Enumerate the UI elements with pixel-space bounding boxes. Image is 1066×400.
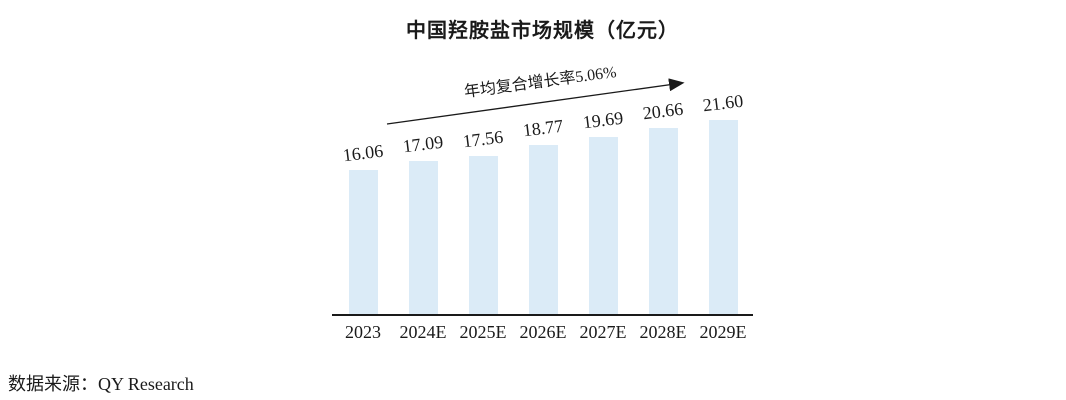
x-axis-label: 2029E (699, 322, 747, 342)
x-axis-label: 2024E (399, 322, 447, 342)
bar (708, 120, 738, 314)
bar-value-label: 19.69 (581, 107, 625, 133)
x-axis-label: 2027E (579, 322, 627, 342)
bar-value-label: 16.06 (341, 140, 385, 166)
x-axis-label: 2026E (519, 322, 567, 342)
bar (408, 161, 438, 314)
bar (468, 156, 498, 314)
bar-value-label: 17.56 (461, 126, 505, 152)
data-source-note: 数据来源：QY Research (8, 374, 194, 394)
bar (528, 145, 558, 314)
bar-value-label: 18.77 (521, 115, 565, 141)
bar (348, 170, 378, 314)
cagr-trend-arrow (386, 78, 685, 125)
x-axis: 2023 2024E 2025E 2026E 2027E 2028E 2029E (332, 322, 753, 348)
plot-area: 16.06 17.09 17.56 18.77 19.69 20.66 21.60 (332, 91, 753, 316)
bar-value-label: 20.66 (641, 98, 685, 124)
chart-title: 中国羟胺盐市场规模（亿元） (406, 20, 679, 42)
x-axis-label: 2023 (345, 322, 381, 342)
bar-value-label: 17.09 (401, 131, 445, 157)
x-axis-label: 2025E (459, 322, 507, 342)
x-axis-label: 2028E (639, 322, 687, 342)
bar (648, 128, 678, 314)
bar (588, 137, 618, 314)
